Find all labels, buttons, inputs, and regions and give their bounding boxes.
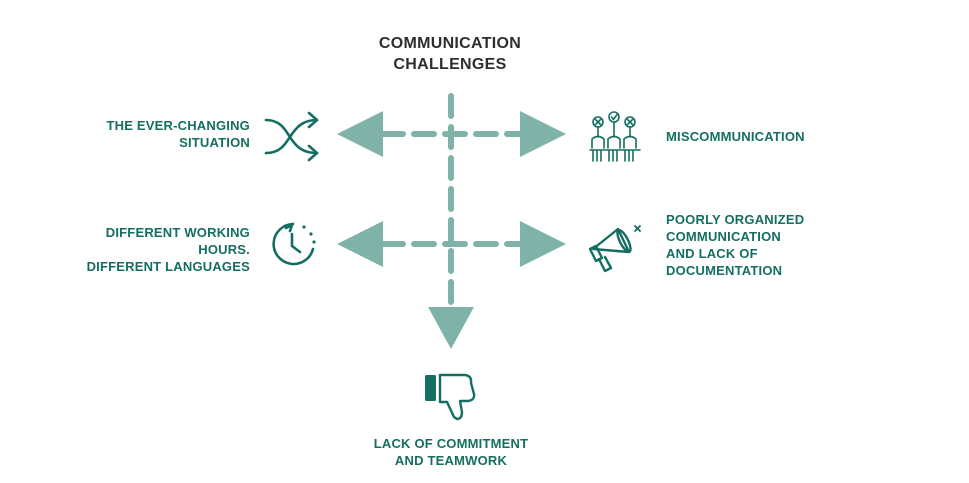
label-line: DIFFERENT LANGUAGES (86, 259, 250, 274)
arrowhead-mid-right (520, 221, 566, 267)
label-line: AND TEAMWORK (394, 453, 508, 468)
label-working-hours-languages: DIFFERENT WORKING HOURS. DIFFERENT LANGU… (40, 224, 250, 275)
label-line: POORLY ORGANIZED (666, 212, 805, 227)
title-line-1: COMMUNICATION (378, 35, 522, 52)
label-line: HOURS. (198, 242, 250, 257)
label-ever-changing-situation: THE EVER-CHANGING SITUATION (60, 117, 250, 151)
label-line: MISCOMMUNICATION (666, 129, 805, 144)
label-line: COMMUNICATION (666, 229, 782, 244)
arrowhead-mid-left (337, 221, 383, 267)
arrowhead-down (428, 307, 474, 349)
label-line: LACK OF COMMITMENT (373, 436, 529, 451)
title-line-2: CHALLENGES (393, 56, 507, 73)
label-line: AND LACK OF (666, 246, 758, 261)
label-line: DIFFERENT WORKING (105, 225, 250, 240)
shuffle-icon (264, 111, 319, 162)
voting-hands-icon (589, 111, 641, 162)
label-line: THE EVER-CHANGING (106, 118, 250, 133)
label-line: SITUATION (179, 135, 250, 150)
label-lack-of-commitment: LACK OF COMMITMENT AND TEAMWORK (331, 435, 571, 469)
label-miscommunication: MISCOMMUNICATION (666, 128, 886, 145)
label-line: DOCUMENTATION (666, 263, 783, 278)
clock-icon (272, 222, 316, 266)
megaphone-icon (588, 225, 641, 273)
arrowhead-top-left (337, 111, 383, 157)
diagram-title: COMMUNICATION CHALLENGES (330, 33, 570, 75)
thumbs-down-icon (425, 373, 476, 421)
arrowhead-top-right (520, 111, 566, 157)
label-poorly-organized-communication: POORLY ORGANIZED COMMUNICATION AND LACK … (666, 211, 886, 279)
